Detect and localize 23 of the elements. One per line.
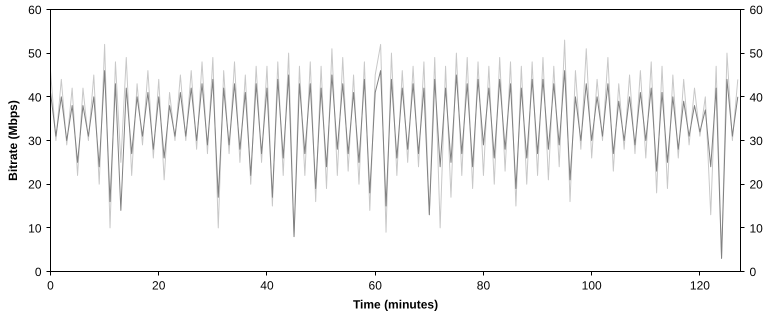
y-tick-label: 10 — [28, 221, 42, 236]
y2-tick-label: 40 — [750, 90, 764, 104]
y-tick-label: 30 — [28, 134, 42, 148]
x-tick-label: 40 — [260, 278, 274, 292]
y-tick-label: 60 — [28, 3, 42, 17]
y-tick-label: 50 — [28, 46, 42, 61]
y2-tick-label: 20 — [750, 178, 764, 192]
y-tick-label: 0 — [34, 265, 42, 279]
x-axis-title: Time (minutes) — [352, 298, 438, 312]
y-tick-label: 20 — [28, 178, 42, 192]
x-tick-label: 120 — [690, 278, 710, 292]
y-axis-title: Bitrate (Mbps) — [6, 100, 20, 181]
y2-tick-label: 0 — [750, 265, 756, 279]
x-tick-label: 0 — [47, 278, 54, 292]
y2-tick-label: 30 — [750, 134, 764, 148]
y2-tick-label: 50 — [750, 46, 764, 61]
x-tick-label: 60 — [368, 278, 382, 292]
x-tick-label: 80 — [476, 278, 490, 292]
y2-tick-label: 60 — [750, 3, 764, 17]
x-tick-label: 20 — [152, 278, 166, 292]
x-tick-label: 100 — [582, 278, 602, 292]
y-tick-label: 40 — [28, 90, 42, 104]
y2-tick-label: 10 — [750, 221, 764, 236]
